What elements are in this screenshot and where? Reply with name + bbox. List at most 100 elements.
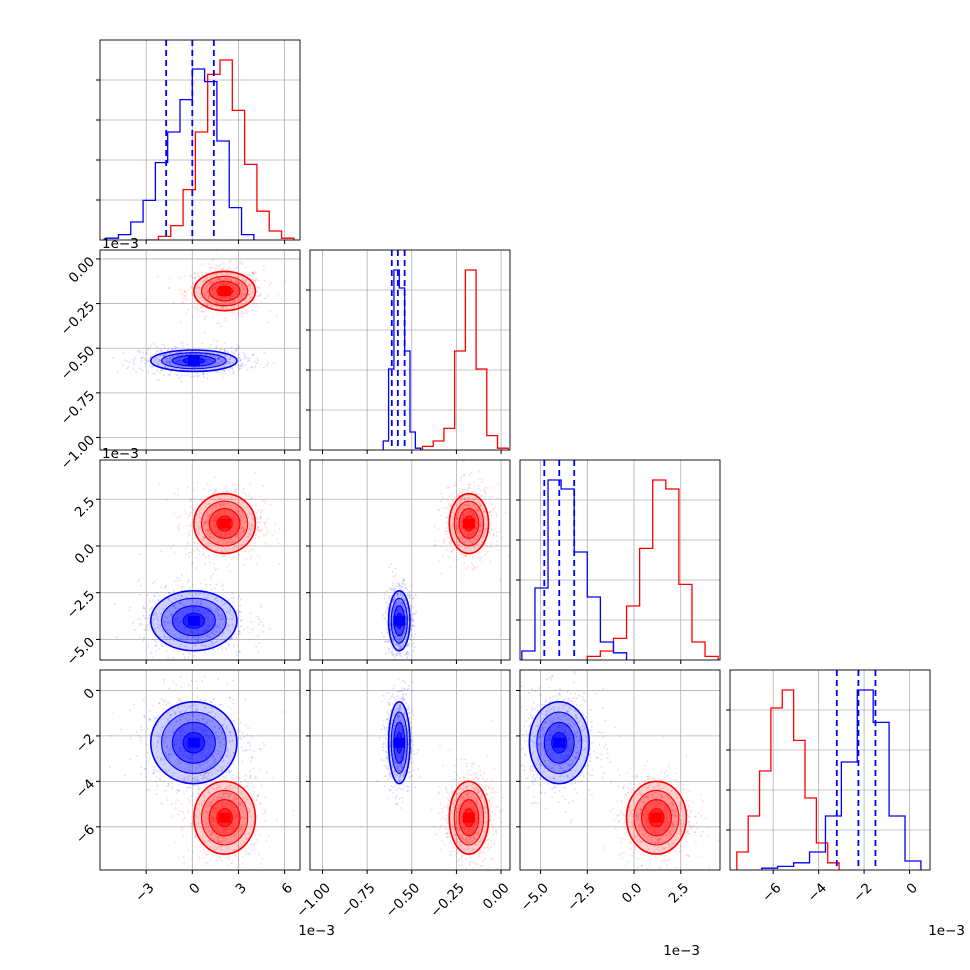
scatter-point (240, 519, 243, 522)
scatter-point (241, 277, 244, 279)
scatter-point (403, 667, 405, 669)
scatter-point (201, 274, 204, 276)
scatter-point (486, 545, 488, 548)
scatter-point (440, 492, 443, 495)
scatter-point (397, 583, 400, 586)
scatter-point (234, 505, 237, 508)
scatter-point (226, 303, 228, 306)
scatter-point (450, 504, 453, 507)
scatter-point (206, 606, 209, 609)
scatter-point (252, 848, 255, 851)
scatter-point (213, 524, 216, 527)
scatter-point (202, 523, 205, 526)
scatter-point (160, 645, 163, 647)
scatter-point (212, 294, 214, 297)
scatter-point (176, 354, 179, 357)
scatter-point (128, 609, 131, 612)
scatter-point (213, 536, 216, 539)
scatter-point (262, 268, 265, 271)
scatter-point (176, 364, 179, 367)
scatter-point (241, 294, 244, 297)
panel-1-1 (306, 249, 511, 454)
scatter-point (470, 535, 473, 538)
scatter-point (204, 284, 207, 287)
scatter-point (175, 358, 178, 361)
scatter-point (223, 370, 226, 372)
scatter-point (476, 509, 479, 512)
scatter-point (211, 653, 214, 656)
scatter-point (230, 297, 233, 300)
scatter-point (132, 363, 135, 366)
scatter-point (458, 536, 460, 539)
scatter-point (195, 352, 198, 355)
scatter-point (459, 479, 462, 482)
scatter-point (455, 526, 458, 529)
scatter-point (259, 530, 262, 533)
scatter-point (163, 344, 166, 347)
scatter-point (206, 377, 209, 380)
scatter-point (476, 552, 479, 555)
scatter-point (241, 511, 244, 514)
scatter-point (452, 484, 455, 487)
scatter-point (182, 811, 184, 813)
scatter-point (170, 612, 173, 615)
scatter-point (208, 268, 211, 271)
scatter-point (212, 287, 215, 290)
scatter-point (221, 555, 224, 558)
scatter-point (224, 284, 227, 287)
scatter-point (233, 292, 236, 294)
scatter-point (177, 359, 180, 362)
scatter-point (222, 632, 225, 635)
scatter-point (233, 508, 236, 510)
scatter-point (225, 894, 227, 896)
scatter-point (253, 834, 256, 837)
scatter-point (163, 636, 166, 639)
scatter-point (208, 533, 211, 536)
scatter-point (240, 619, 243, 622)
scatter-point (241, 297, 244, 299)
scatter-point (176, 636, 178, 639)
scatter-point (255, 272, 258, 275)
scatter-point (156, 598, 159, 601)
scatter-point (489, 510, 492, 513)
scatter-point (238, 633, 241, 636)
scatter-point (492, 533, 495, 536)
scatter-point (393, 606, 396, 609)
scatter-point (405, 652, 407, 655)
scatter-point (243, 543, 246, 546)
scatter-point (216, 307, 219, 310)
scatter-point (396, 594, 399, 596)
scatter-point (206, 594, 209, 597)
scatter-point (245, 539, 248, 542)
scatter-point (223, 360, 226, 363)
scatter-point (185, 629, 188, 632)
scatter-point (209, 513, 212, 516)
scatter-point (228, 624, 231, 627)
scatter-point (472, 515, 474, 518)
scatter-point (201, 263, 203, 266)
scatter-point (221, 550, 224, 553)
scatter-point (400, 601, 403, 604)
scatter-point (226, 282, 229, 285)
scatter-point (152, 599, 154, 602)
scatter-point (180, 586, 183, 589)
scatter-point (229, 357, 232, 360)
scatter-point (194, 287, 197, 290)
scatter-point (483, 510, 486, 513)
scatter-point (223, 497, 226, 500)
scatter-point (232, 519, 235, 522)
scatter-point (234, 490, 237, 493)
scatter-point (257, 554, 259, 557)
scatter-point (395, 654, 398, 657)
scatter-point (481, 541, 484, 544)
scatter-point (205, 361, 208, 364)
scatter-point (211, 288, 214, 291)
scatter-point (496, 497, 499, 499)
scatter-point (390, 652, 392, 655)
scatter-point (181, 624, 184, 627)
scatter-point (253, 279, 256, 282)
scatter-point (471, 534, 474, 537)
scatter-point (184, 356, 187, 359)
scatter-point (259, 516, 262, 519)
scatter-point (251, 286, 254, 289)
